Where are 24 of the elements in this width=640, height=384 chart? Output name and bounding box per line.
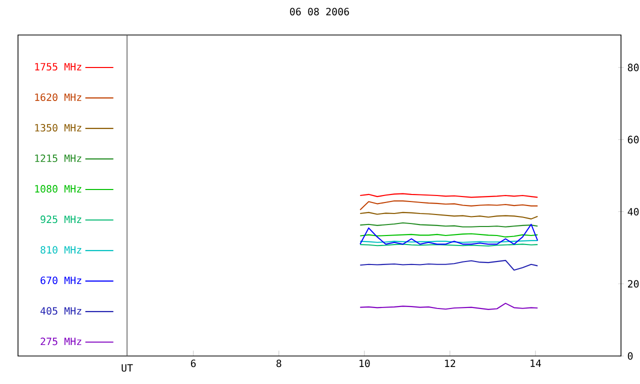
y-tick-label: 60 [628,136,639,144]
legend-label: 275 MHz [40,338,82,346]
y-tick-label: 40 [628,208,639,216]
legend-label: 1350 MHz [35,124,82,132]
x-tick-label: 6 [190,360,196,368]
legend-label: 405 MHz [40,307,82,315]
x-tick-label: 10 [360,360,370,368]
y-tick-label: 80 [628,64,639,72]
legend-label: 1755 MHz [35,63,82,71]
chart-title: 06 08 2006 [290,8,349,16]
x-tick-label: 14 [530,360,542,367]
legend-label: 810 MHz [40,246,82,254]
x-tick-label: 12 [445,360,456,368]
legend-label: 1620 MHz [35,93,82,102]
y-tick-label: 0 [628,352,633,360]
y-tick-label: 20 [628,280,639,288]
line-series [360,224,538,245]
legend-label: 1080 MHz [35,185,82,193]
ref-line-label: UT [122,364,133,372]
legend-label: 670 MHz [40,276,82,284]
legend-label: 925 MHz [40,216,82,224]
x-tick-label: 8 [276,360,282,368]
legend-label: 1215 MHz [35,154,82,162]
line-series [360,200,538,210]
